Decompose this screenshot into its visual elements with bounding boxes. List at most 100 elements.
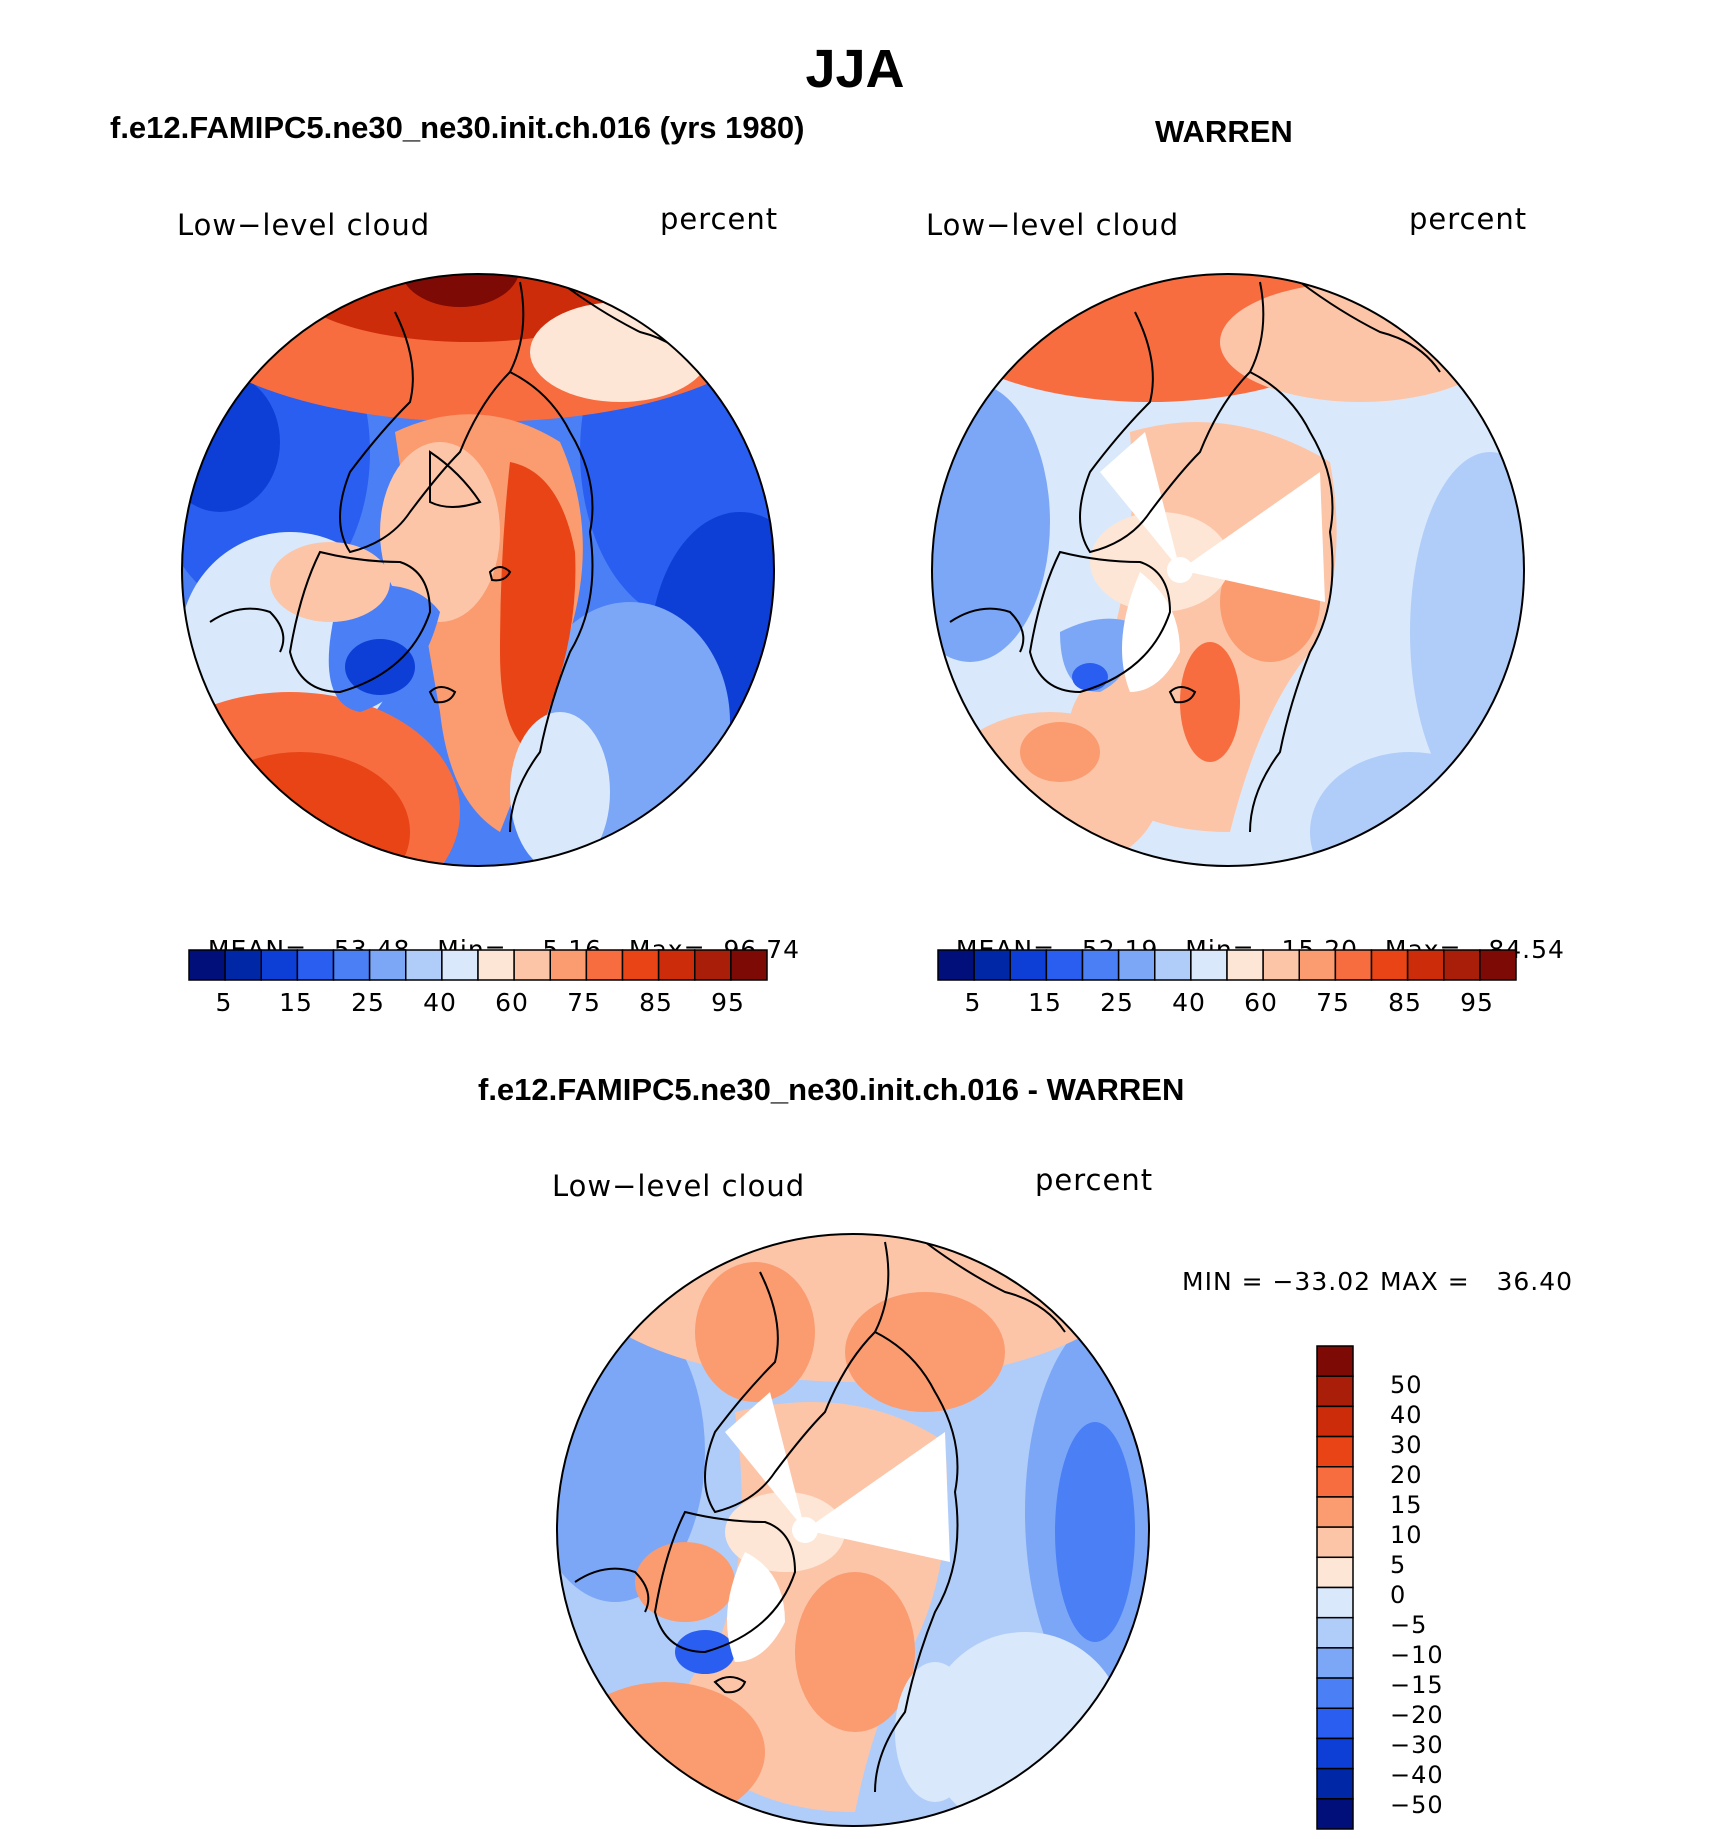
field-blob bbox=[1020, 722, 1100, 782]
tick-label: 75 bbox=[1316, 988, 1350, 1017]
panel-diff-stats: MIN = −33.02 MAX = 36.40 bbox=[1182, 1267, 1574, 1296]
tick-label: −50 bbox=[1390, 1791, 1444, 1819]
tick-label: 40 bbox=[423, 988, 457, 1017]
tick-label: 95 bbox=[711, 988, 745, 1017]
colorbar-swatch bbox=[1316, 1647, 1354, 1679]
colorbar-swatch bbox=[585, 949, 624, 981]
colorbar-swatch bbox=[1009, 949, 1048, 981]
colorbar-swatch bbox=[1316, 1767, 1354, 1800]
panel-diff-units: percent bbox=[1035, 1163, 1154, 1197]
panel-model-units: percent bbox=[660, 202, 779, 236]
colorbar-swatch bbox=[441, 949, 479, 981]
missing-data bbox=[792, 1517, 818, 1543]
colorbar-swatch bbox=[730, 949, 768, 981]
map-obs bbox=[931, 273, 1525, 867]
panel-obs-variable: Low−level cloud bbox=[926, 208, 1180, 242]
tick-label: 60 bbox=[1244, 988, 1278, 1017]
tick-label: 40 bbox=[1172, 988, 1206, 1017]
tick-label: 25 bbox=[1100, 988, 1134, 1017]
field-blob bbox=[510, 712, 610, 866]
tick-label: 15 bbox=[1390, 1491, 1423, 1519]
tick-label: 85 bbox=[1388, 988, 1422, 1017]
colorbar-swatch bbox=[1443, 949, 1481, 981]
tick-label: 85 bbox=[639, 988, 673, 1017]
tick-label: −5 bbox=[1390, 1611, 1428, 1639]
colorbar-swatch bbox=[188, 949, 226, 981]
colorbar-swatch bbox=[1370, 949, 1409, 981]
colorbar-swatch bbox=[1479, 949, 1517, 981]
tick-label: 25 bbox=[351, 988, 385, 1017]
field-blob bbox=[500, 462, 576, 752]
missing-data bbox=[727, 1552, 785, 1662]
tick-label: 75 bbox=[567, 988, 601, 1017]
coastlines bbox=[209, 281, 701, 833]
colorbar-swatch bbox=[1316, 1405, 1354, 1438]
tick-label: 40 bbox=[1390, 1401, 1423, 1429]
colorbar-model bbox=[188, 949, 768, 981]
field-blob bbox=[895, 1662, 975, 1802]
panel-model-header: f.e12.FAMIPC5.ne30_ne30.init.ch.016 (yrs… bbox=[110, 110, 805, 145]
colorbar-swatch bbox=[1316, 1556, 1354, 1589]
colorbar-swatch bbox=[1226, 949, 1264, 981]
colorbar-swatch bbox=[1316, 1496, 1354, 1528]
tick-label: 5 bbox=[1390, 1551, 1407, 1579]
tick-label: −30 bbox=[1390, 1731, 1444, 1759]
colorbar-diff bbox=[1316, 1345, 1354, 1830]
field-blob bbox=[795, 1572, 915, 1732]
colorbar-swatch bbox=[296, 949, 335, 981]
map-border bbox=[181, 273, 775, 867]
tick-label: 10 bbox=[1390, 1521, 1423, 1549]
panel-obs-units: percent bbox=[1409, 202, 1528, 236]
colorbar-swatch bbox=[1081, 949, 1120, 981]
colorbar-swatch bbox=[332, 949, 371, 981]
colorbar-swatch bbox=[1316, 1435, 1354, 1468]
colorbar-swatch bbox=[405, 949, 443, 981]
colorbar-obs-ticks: 5 15 25 40 60 75 85 95 bbox=[937, 988, 1517, 1022]
tick-label: −15 bbox=[1390, 1671, 1444, 1699]
colorbar-swatch bbox=[1190, 949, 1228, 981]
field-blob bbox=[695, 1262, 815, 1402]
field-blob bbox=[1410, 452, 1524, 812]
colorbar-swatch bbox=[1298, 949, 1337, 981]
colorbar-swatch bbox=[477, 949, 515, 981]
colorbar-swatch bbox=[1316, 1737, 1354, 1770]
tick-label: 30 bbox=[1390, 1431, 1423, 1459]
tick-label: 60 bbox=[495, 988, 529, 1017]
colorbar-swatch bbox=[1316, 1616, 1354, 1649]
tick-label: 15 bbox=[279, 988, 313, 1017]
field-blob bbox=[845, 1292, 1005, 1412]
missing-data bbox=[805, 1432, 950, 1562]
colorbar-swatch bbox=[1316, 1466, 1354, 1498]
colorbar-swatch bbox=[1316, 1526, 1354, 1559]
panel-diff-header: f.e12.FAMIPC5.ne30_ne30.init.ch.016 - WA… bbox=[478, 1072, 1185, 1107]
map-border bbox=[931, 273, 1525, 867]
colorbar-swatch bbox=[224, 949, 262, 981]
map-diff bbox=[556, 1233, 1150, 1827]
tick-label: −20 bbox=[1390, 1701, 1444, 1729]
panel-obs-header: WARREN bbox=[1155, 114, 1293, 149]
colorbar-swatch bbox=[368, 949, 407, 981]
tick-label: 20 bbox=[1390, 1461, 1423, 1489]
colorbar-swatch bbox=[621, 949, 660, 981]
colorbar-swatch bbox=[1334, 949, 1373, 981]
coastlines bbox=[574, 1241, 1066, 1793]
field-blob bbox=[635, 1542, 735, 1622]
colorbar-swatch bbox=[1316, 1798, 1354, 1830]
main-title: JJA bbox=[805, 39, 905, 99]
panel-model-variable: Low−level cloud bbox=[177, 208, 431, 242]
colorbar-swatch bbox=[1045, 949, 1084, 981]
field-blob bbox=[932, 382, 1050, 662]
tick-label: 95 bbox=[1460, 988, 1494, 1017]
colorbar-swatch bbox=[937, 949, 975, 981]
field-blob bbox=[400, 274, 520, 307]
colorbar-swatch bbox=[1316, 1345, 1354, 1377]
tick-label: 50 bbox=[1390, 1371, 1423, 1399]
colorbar-model-ticks: 5 15 25 40 60 75 85 95 bbox=[188, 988, 768, 1022]
tick-label: 0 bbox=[1390, 1581, 1407, 1609]
missing-data bbox=[1100, 432, 1180, 570]
colorbar-swatch bbox=[513, 949, 551, 981]
field-blob bbox=[725, 1492, 845, 1572]
panel-diff-variable: Low−level cloud bbox=[552, 1169, 806, 1203]
field-blob bbox=[1072, 663, 1108, 691]
colorbar-swatch bbox=[260, 949, 299, 981]
